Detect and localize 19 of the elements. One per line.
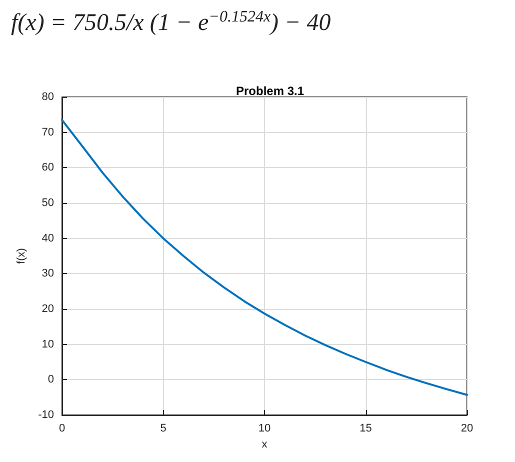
y-tick-label: 40 — [42, 232, 54, 244]
y-tick-label: -10 — [38, 409, 54, 421]
y-axis-title: f(x) — [16, 248, 28, 264]
x-tick-label: 15 — [360, 422, 372, 434]
y-tick-label: 80 — [42, 91, 54, 103]
y-tick-label: 10 — [42, 338, 54, 350]
x-axis-title: x — [262, 438, 268, 450]
y-tick-label: 60 — [42, 162, 54, 174]
line-series — [61, 118, 468, 396]
y-tick-label: 50 — [42, 197, 54, 209]
x-tick-label: 20 — [460, 422, 474, 434]
x-tick-label: 10 — [258, 422, 271, 434]
y-tick-label: 0 — [48, 374, 54, 386]
chart-title: Problem 3.1 — [236, 84, 304, 98]
x-tick-label: 0 — [58, 422, 66, 434]
y-tick-label: 70 — [42, 126, 54, 138]
y-tick-label: 30 — [42, 268, 54, 280]
x-tick-label: 5 — [160, 422, 166, 434]
y-tick-label: 20 — [42, 303, 54, 315]
